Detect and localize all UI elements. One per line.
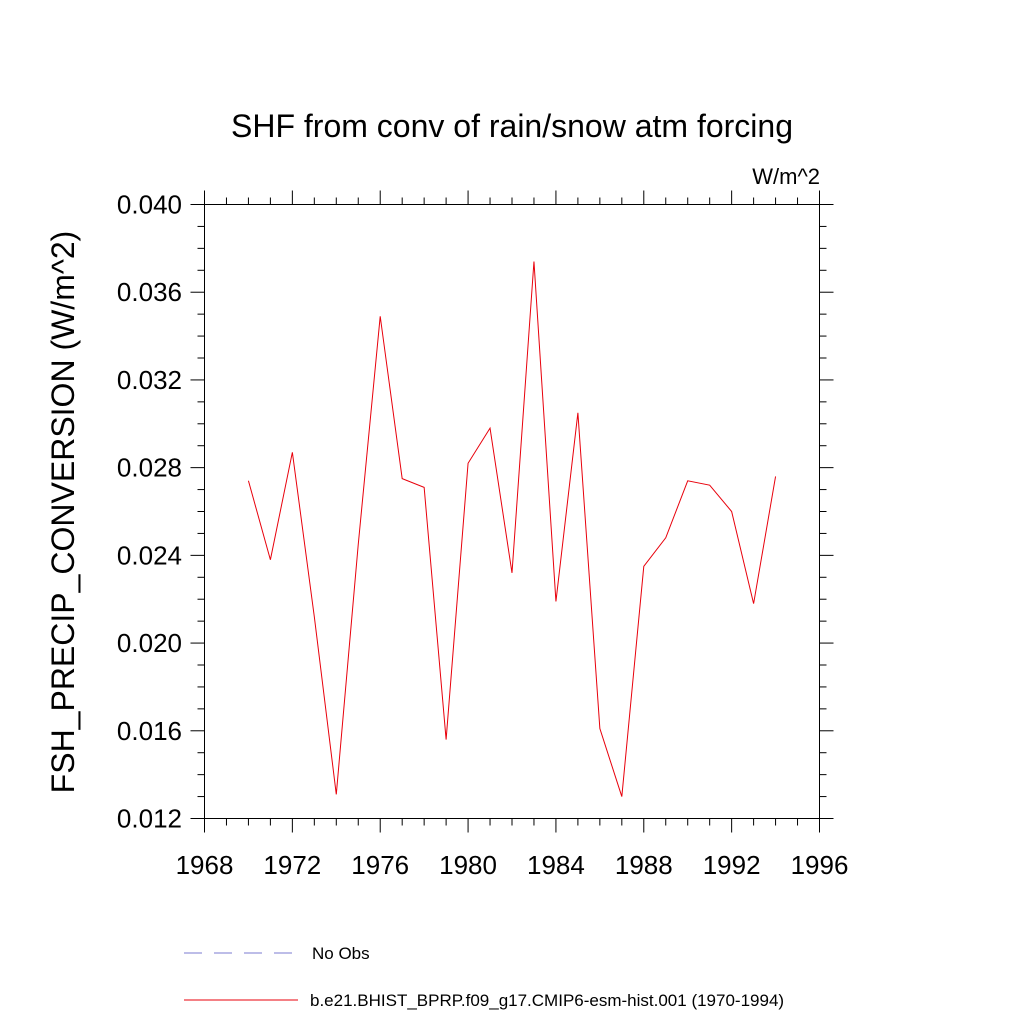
x-tick-label: 1984 — [527, 850, 585, 880]
y-tick-label: 0.040 — [117, 190, 182, 220]
x-tick-labels: 1968 1972 1976 1980 1984 1988 1992 1996 — [176, 850, 849, 880]
legend-label-no-obs: No Obs — [312, 944, 370, 963]
y-tick-labels: 0.012 0.016 0.020 0.024 0.028 0.032 0.036 0.040 — [117, 190, 182, 834]
chart-title: SHF from conv of rain/snow atm forcing — [231, 108, 793, 144]
y-tick-label: 0.012 — [117, 804, 182, 834]
x-tick-label: 1992 — [703, 850, 761, 880]
y-tick-label: 0.028 — [117, 453, 182, 483]
y-axis-label: FSH_PRECIP_CONVERSION (W/m^2) — [45, 231, 81, 794]
axis-ticks — [190, 190, 834, 833]
legend-label-model: b.e21.BHIST_BPRP.f09_g17.CMIP6-esm-hist.… — [310, 991, 784, 1010]
y-tick-label: 0.032 — [117, 365, 182, 395]
y-tick-label: 0.024 — [117, 540, 182, 570]
units-label: W/m^2 — [752, 164, 820, 189]
legend: No Obs b.e21.BHIST_BPRP.f09_g17.CMIP6-es… — [184, 944, 784, 1010]
x-tick-label: 1988 — [615, 850, 673, 880]
series-lines — [247, 261, 777, 797]
x-tick-label: 1968 — [176, 850, 234, 880]
y-tick-label: 0.036 — [117, 277, 182, 307]
y-tick-label: 0.016 — [117, 716, 182, 746]
x-tick-label: 1980 — [439, 850, 497, 880]
plot-frame — [204, 204, 820, 819]
series-line — [247, 261, 777, 797]
x-tick-label: 1976 — [351, 850, 409, 880]
x-tick-label: 1972 — [263, 850, 321, 880]
y-tick-label: 0.020 — [117, 628, 182, 658]
x-tick-label: 1996 — [791, 850, 849, 880]
